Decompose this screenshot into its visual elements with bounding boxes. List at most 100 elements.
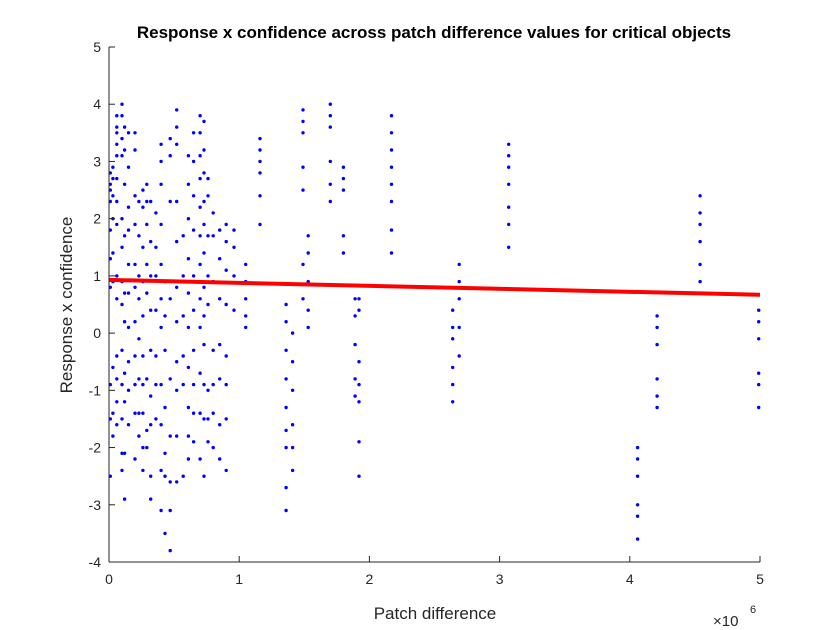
data-point bbox=[198, 234, 202, 238]
data-point bbox=[198, 131, 202, 135]
data-point bbox=[175, 388, 179, 392]
data-point bbox=[301, 188, 305, 192]
data-point bbox=[149, 239, 153, 244]
data-point bbox=[168, 548, 172, 553]
data-point bbox=[126, 325, 131, 330]
x-axis-label: Patch difference bbox=[374, 604, 497, 623]
data-point bbox=[115, 125, 119, 129]
data-point bbox=[163, 531, 167, 536]
data-point bbox=[168, 508, 172, 513]
data-point bbox=[141, 245, 145, 249]
data-point bbox=[159, 508, 163, 513]
data-point bbox=[218, 257, 222, 261]
data-point bbox=[353, 314, 357, 318]
data-point bbox=[224, 354, 228, 358]
data-point bbox=[175, 239, 179, 244]
data-point bbox=[145, 262, 149, 267]
data-point bbox=[154, 382, 158, 387]
data-point bbox=[115, 400, 119, 404]
data-point bbox=[202, 199, 206, 204]
data-point bbox=[290, 423, 295, 427]
data-point bbox=[224, 468, 228, 473]
data-point bbox=[191, 194, 196, 198]
data-point bbox=[115, 199, 119, 204]
data-point bbox=[122, 497, 127, 501]
data-point bbox=[757, 337, 761, 341]
data-point bbox=[186, 405, 191, 410]
data-point bbox=[232, 308, 236, 312]
data-point bbox=[389, 148, 394, 152]
data-point bbox=[133, 457, 137, 461]
data-point bbox=[211, 445, 215, 450]
data-point bbox=[655, 394, 659, 398]
data-point bbox=[202, 148, 206, 152]
data-point bbox=[122, 234, 127, 238]
data-point bbox=[159, 297, 163, 301]
data-point bbox=[141, 314, 145, 318]
data-point bbox=[126, 228, 131, 232]
data-point bbox=[306, 308, 310, 312]
data-point bbox=[206, 440, 210, 444]
y-axis-ticks: -4 -3 -2 -1 0 1 2 3 4 5 bbox=[89, 39, 115, 570]
data-point bbox=[224, 417, 228, 421]
data-point bbox=[306, 234, 310, 238]
data-point bbox=[357, 440, 361, 444]
data-point bbox=[353, 394, 357, 398]
data-point bbox=[507, 222, 511, 227]
data-point bbox=[507, 245, 511, 249]
trend-line bbox=[108, 277, 761, 297]
data-point bbox=[149, 308, 153, 312]
data-point bbox=[191, 159, 196, 164]
data-point bbox=[290, 360, 295, 364]
data-point bbox=[175, 142, 179, 146]
data-point bbox=[115, 222, 119, 227]
data-point bbox=[224, 222, 228, 227]
data-point bbox=[181, 474, 185, 478]
data-point bbox=[757, 308, 761, 312]
data-point bbox=[111, 411, 115, 415]
data-point bbox=[168, 136, 172, 141]
data-point bbox=[159, 159, 163, 164]
data-point bbox=[126, 205, 131, 209]
data-point bbox=[198, 457, 202, 461]
data-point bbox=[698, 262, 702, 267]
data-point bbox=[328, 114, 332, 118]
y-tick-label: 4 bbox=[93, 96, 101, 112]
data-point bbox=[181, 234, 185, 238]
data-point bbox=[224, 302, 228, 307]
data-point bbox=[211, 382, 215, 387]
data-point bbox=[211, 411, 215, 415]
data-point bbox=[154, 245, 158, 249]
data-point bbox=[163, 348, 167, 352]
x-axis-ticks: 0 1 2 3 4 5 bbox=[105, 556, 764, 587]
x-tick-label: 2 bbox=[366, 571, 374, 587]
data-point bbox=[202, 314, 206, 318]
data-point bbox=[149, 474, 153, 478]
x-tick-label: 0 bbox=[105, 571, 113, 587]
data-point bbox=[154, 274, 158, 278]
data-point bbox=[202, 171, 206, 175]
data-point bbox=[122, 291, 127, 295]
data-point bbox=[115, 131, 119, 135]
data-point bbox=[202, 222, 206, 227]
data-point bbox=[175, 434, 179, 438]
data-point bbox=[198, 205, 202, 209]
data-point bbox=[163, 405, 167, 410]
data-point bbox=[218, 228, 222, 232]
data-point bbox=[635, 457, 640, 461]
data-point bbox=[198, 325, 202, 330]
data-point bbox=[357, 474, 361, 478]
data-point bbox=[181, 354, 185, 358]
data-point bbox=[451, 325, 455, 330]
data-point bbox=[306, 251, 310, 255]
data-point bbox=[186, 154, 191, 158]
data-point bbox=[159, 182, 163, 186]
data-point bbox=[145, 428, 149, 433]
data-point bbox=[175, 108, 179, 112]
data-point bbox=[202, 251, 206, 255]
data-point bbox=[145, 222, 149, 227]
data-point bbox=[175, 285, 179, 289]
data-point bbox=[284, 348, 288, 352]
data-point bbox=[284, 377, 288, 381]
